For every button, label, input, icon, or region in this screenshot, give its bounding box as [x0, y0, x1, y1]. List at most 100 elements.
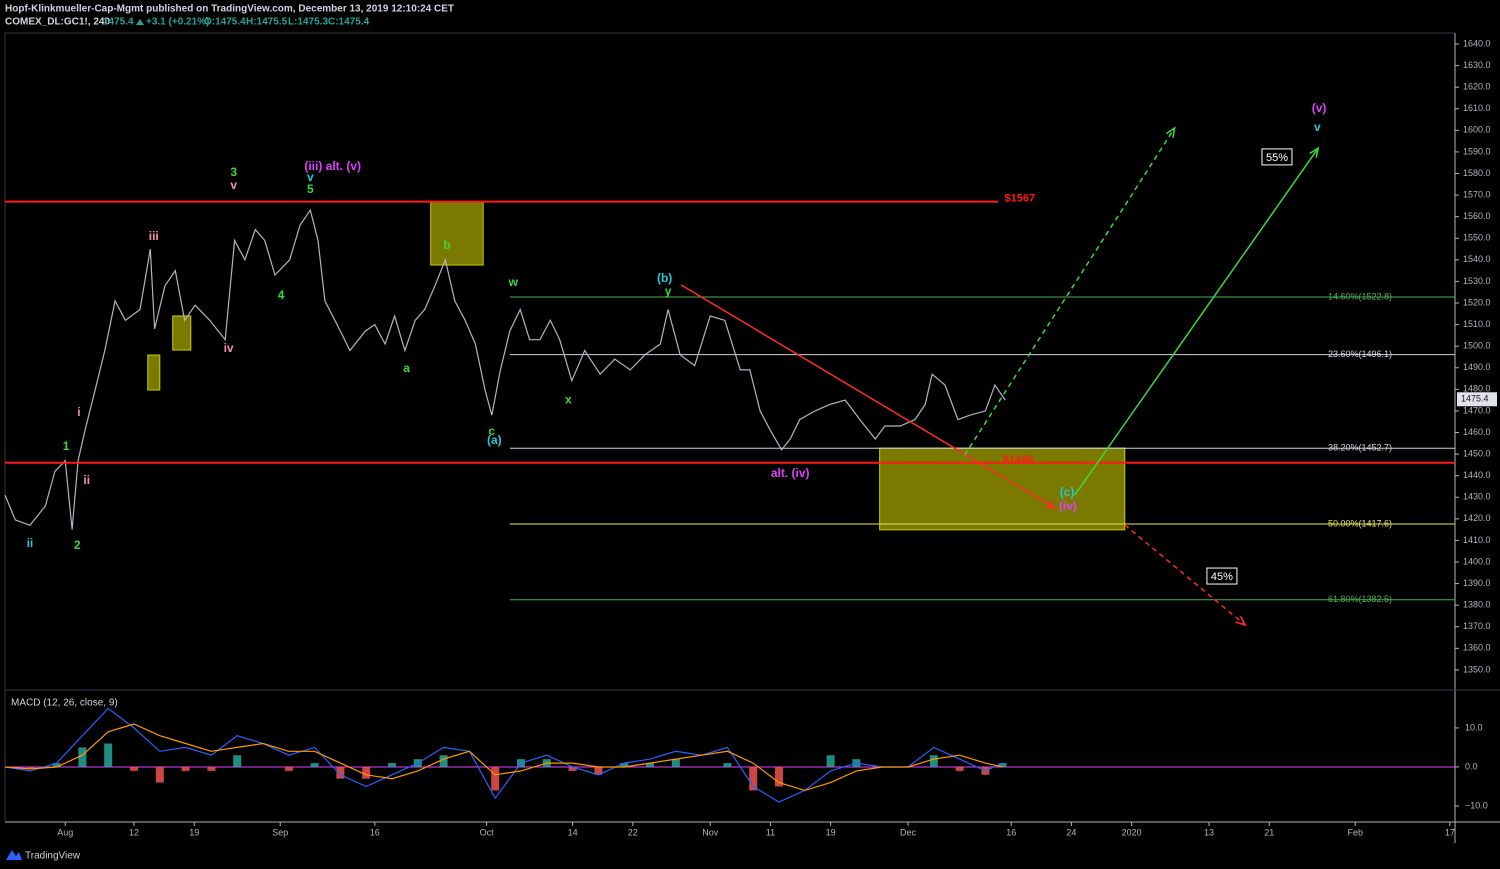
histogram-bar [284, 766, 293, 771]
price-level-label: $1567 [1005, 192, 1036, 204]
wave-label: (b) [657, 271, 672, 285]
y-tick-label: 1360.0 [1463, 643, 1491, 653]
wave-label: 4 [278, 288, 285, 302]
histogram-bar [439, 755, 448, 767]
histogram-bar [491, 766, 500, 791]
y-tick-label: 1520.0 [1463, 297, 1491, 307]
wave-label: 3 [230, 165, 237, 179]
y-tick-label: 1410.0 [1463, 535, 1491, 545]
arrow-head [1045, 499, 1057, 510]
wave-label: v [1314, 120, 1321, 134]
y-tick-label: 1530.0 [1463, 276, 1491, 286]
x-tick-label: 12 [129, 827, 139, 837]
wave-label: (a) [487, 433, 502, 447]
plot: 1350.01360.01370.01380.01390.01400.01410… [4, 38, 1497, 837]
y-tick-label: 1480.0 [1463, 384, 1491, 394]
x-tick-label: 14 [568, 827, 578, 837]
zone [147, 354, 161, 391]
wave-label: 2 [74, 538, 81, 552]
histogram-bar [568, 766, 577, 771]
y-tick-label: 1420.0 [1463, 513, 1491, 523]
last-price-box [1457, 392, 1497, 407]
histogram-bar [998, 763, 1007, 767]
last-price: 1475.4 [1461, 394, 1489, 404]
histogram-bar [130, 766, 139, 771]
wave-label: w [508, 275, 519, 289]
x-tick-label: Feb [1347, 827, 1363, 837]
y-tick-label: 1620.0 [1463, 82, 1491, 92]
histogram-bar [671, 759, 680, 767]
y-tick-label: 1450.0 [1463, 448, 1491, 458]
zone [430, 201, 484, 266]
wave-label: y [665, 284, 672, 298]
x-tick-label: Dec [900, 827, 917, 837]
callout-text: 45% [1211, 571, 1233, 583]
wave-label: c [488, 424, 495, 438]
histogram-bar [826, 755, 835, 767]
histogram-bar [646, 763, 655, 767]
symbol-line: COMEX_DL:GC1!, 240 1475.4 +3.1 (+0.21%) … [5, 17, 370, 28]
change: +3.1 (+0.21%) [146, 17, 209, 28]
x-tick-label: 2020 [1122, 827, 1142, 837]
x-tick-label: 21 [1264, 827, 1274, 837]
histogram-bar [955, 766, 964, 771]
wave-label: (v) [1312, 101, 1327, 115]
wave-label: b [443, 238, 450, 252]
fib-label: 14.60%(1522.8) [1328, 291, 1392, 301]
x-tick-label: 16 [370, 827, 380, 837]
histogram-bar [104, 743, 113, 767]
histogram-bar [310, 763, 319, 767]
y-tick-label: 1540.0 [1463, 254, 1491, 264]
y-tick-label: 1460.0 [1463, 427, 1491, 437]
y-tick-label: 1440.0 [1463, 470, 1491, 480]
close: C:1475.4 [328, 17, 370, 28]
indicator-line [4, 707, 1003, 803]
wave-label: ii [83, 473, 90, 487]
histogram-bar [929, 755, 938, 767]
wave-label: alt. (iv) [771, 466, 810, 480]
y-tick-label: 1560.0 [1463, 211, 1491, 221]
y-tick-label: 1380.0 [1463, 600, 1491, 610]
histogram-bar [620, 763, 629, 767]
y-tick-label: 1610.0 [1463, 103, 1491, 113]
trendline [1074, 147, 1319, 496]
y-tick-label: −10.0 [1465, 800, 1488, 810]
histogram-bar [207, 766, 216, 771]
wave-label: (iv) [1059, 499, 1077, 513]
y-tick-label: 10.0 [1465, 722, 1483, 732]
zone [172, 315, 192, 351]
y-tick-label: 1470.0 [1463, 405, 1491, 415]
fib-label: 23.60%(1496.1) [1328, 349, 1392, 359]
fib-label: 50.00%(1417.6) [1328, 518, 1392, 528]
histogram-bar [52, 763, 61, 767]
histogram-bar [155, 766, 164, 783]
fib-label: 38.20%(1452.7) [1328, 443, 1392, 453]
y-tick-label: 1640.0 [1463, 38, 1491, 48]
y-tick-label: 1570.0 [1463, 189, 1491, 199]
x-tick-label: 16 [1006, 827, 1016, 837]
x-tick-label: Oct [480, 827, 495, 837]
callout-text: 55% [1266, 152, 1288, 164]
x-tick-label: 24 [1066, 827, 1076, 837]
y-tick-label: 1580.0 [1463, 168, 1491, 178]
trendline [964, 127, 1176, 456]
histogram-bar [388, 763, 397, 767]
indicator-title: MACD (12, 26, close, 9) [11, 698, 118, 709]
y-tick-label: 1400.0 [1463, 556, 1491, 566]
low: L:1475.3 [288, 17, 328, 28]
histogram-bar [594, 766, 603, 775]
histogram-bar [362, 766, 371, 779]
histogram-bar [775, 766, 784, 787]
x-tick-label: Sep [272, 827, 288, 837]
wave-label: a [403, 361, 410, 375]
x-tick-label: 19 [189, 827, 199, 837]
y-tick-label: 1390.0 [1463, 578, 1491, 588]
price-level-label: $1446 [1003, 454, 1034, 466]
wave-label: v [230, 178, 237, 192]
wave-label: 1 [63, 439, 70, 453]
x-tick-label: 11 [766, 827, 775, 837]
x-tick-label: Nov [702, 827, 719, 837]
price-line [4, 208, 1006, 530]
wave-label: 5 [307, 182, 314, 196]
